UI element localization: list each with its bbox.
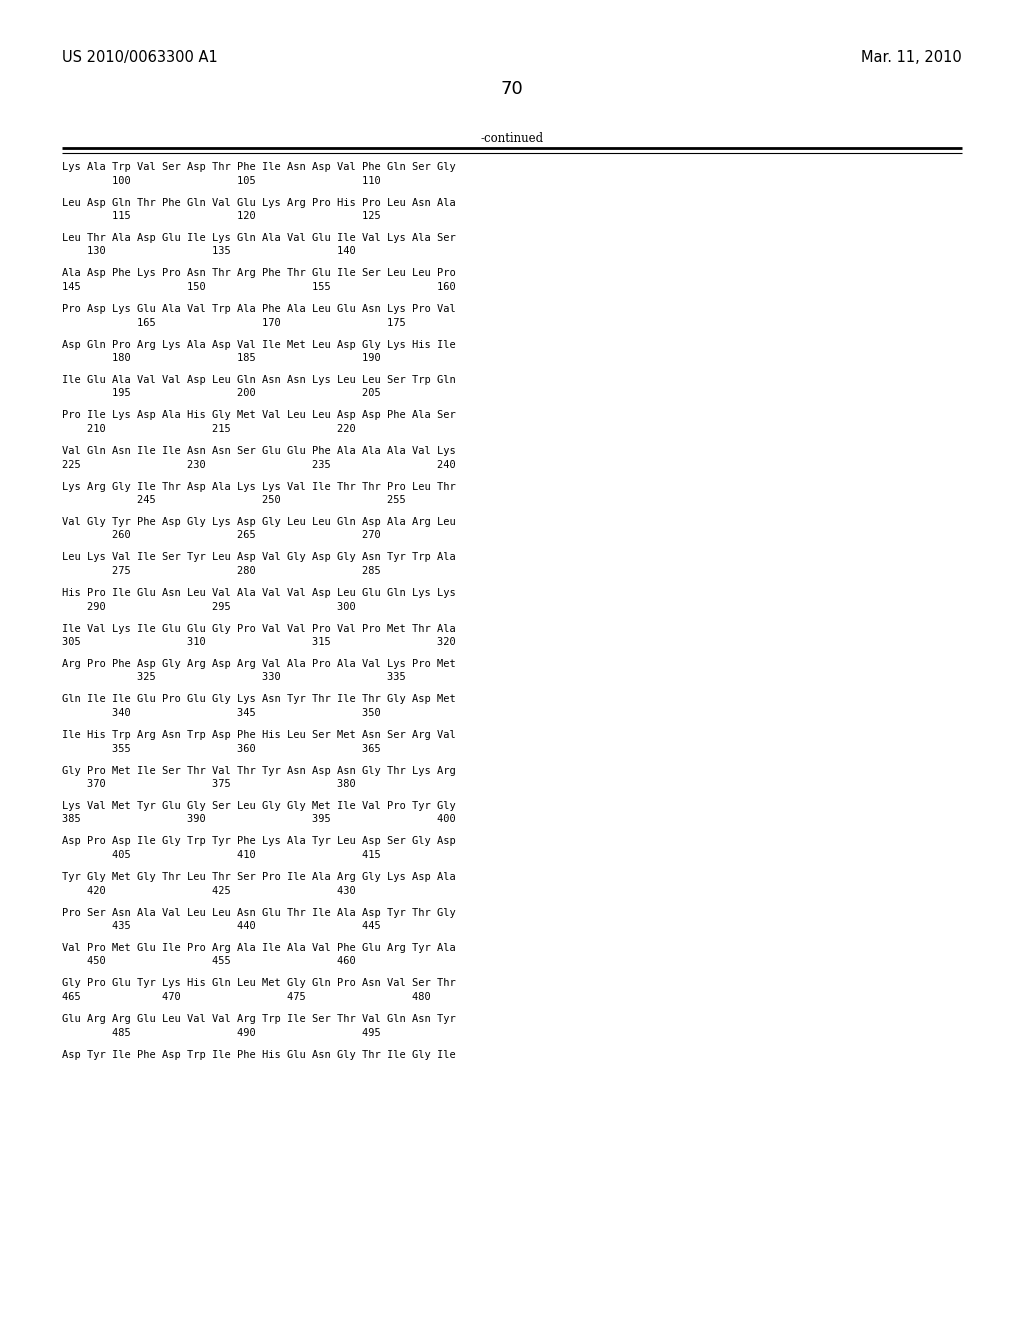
Text: 325                 330                 335: 325 330 335 <box>62 672 406 682</box>
Text: Lys Val Met Tyr Glu Gly Ser Leu Gly Gly Met Ile Val Pro Tyr Gly: Lys Val Met Tyr Glu Gly Ser Leu Gly Gly … <box>62 801 456 810</box>
Text: Leu Lys Val Ile Ser Tyr Leu Asp Val Gly Asp Gly Asn Tyr Trp Ala: Leu Lys Val Ile Ser Tyr Leu Asp Val Gly … <box>62 553 456 562</box>
Text: 290                 295                 300: 290 295 300 <box>62 602 355 611</box>
Text: 450                 455                 460: 450 455 460 <box>62 957 355 966</box>
Text: 420                 425                 430: 420 425 430 <box>62 886 355 895</box>
Text: 485                 490                 495: 485 490 495 <box>62 1027 381 1038</box>
Text: Ile His Trp Arg Asn Trp Asp Phe His Leu Ser Met Asn Ser Arg Val: Ile His Trp Arg Asn Trp Asp Phe His Leu … <box>62 730 456 741</box>
Text: Gln Ile Ile Glu Pro Glu Gly Lys Asn Tyr Thr Ile Thr Gly Asp Met: Gln Ile Ile Glu Pro Glu Gly Lys Asn Tyr … <box>62 694 456 705</box>
Text: 165                 170                 175: 165 170 175 <box>62 318 406 327</box>
Text: -continued: -continued <box>480 132 544 145</box>
Text: 225                 230                 235                 240: 225 230 235 240 <box>62 459 456 470</box>
Text: Asp Pro Asp Ile Gly Trp Tyr Phe Lys Ala Tyr Leu Asp Ser Gly Asp: Asp Pro Asp Ile Gly Trp Tyr Phe Lys Ala … <box>62 837 456 846</box>
Text: Mar. 11, 2010: Mar. 11, 2010 <box>861 50 962 65</box>
Text: 385                 390                 395                 400: 385 390 395 400 <box>62 814 456 825</box>
Text: 210                 215                 220: 210 215 220 <box>62 424 355 434</box>
Text: Leu Thr Ala Asp Glu Ile Lys Gln Ala Val Glu Ile Val Lys Ala Ser: Leu Thr Ala Asp Glu Ile Lys Gln Ala Val … <box>62 234 456 243</box>
Text: 130                 135                 140: 130 135 140 <box>62 247 355 256</box>
Text: US 2010/0063300 A1: US 2010/0063300 A1 <box>62 50 218 65</box>
Text: 115                 120                 125: 115 120 125 <box>62 211 381 220</box>
Text: Ile Glu Ala Val Val Asp Leu Gln Asn Asn Lys Leu Leu Ser Trp Gln: Ile Glu Ala Val Val Asp Leu Gln Asn Asn … <box>62 375 456 385</box>
Text: Lys Arg Gly Ile Thr Asp Ala Lys Lys Val Ile Thr Thr Pro Leu Thr: Lys Arg Gly Ile Thr Asp Ala Lys Lys Val … <box>62 482 456 491</box>
Text: His Pro Ile Glu Asn Leu Val Ala Val Val Asp Leu Glu Gln Lys Lys: His Pro Ile Glu Asn Leu Val Ala Val Val … <box>62 587 456 598</box>
Text: Val Pro Met Glu Ile Pro Arg Ala Ile Ala Val Phe Glu Arg Tyr Ala: Val Pro Met Glu Ile Pro Arg Ala Ile Ala … <box>62 942 456 953</box>
Text: Ala Asp Phe Lys Pro Asn Thr Arg Phe Thr Glu Ile Ser Leu Leu Pro: Ala Asp Phe Lys Pro Asn Thr Arg Phe Thr … <box>62 268 456 279</box>
Text: 435                 440                 445: 435 440 445 <box>62 921 381 931</box>
Text: Pro Asp Lys Glu Ala Val Trp Ala Phe Ala Leu Glu Asn Lys Pro Val: Pro Asp Lys Glu Ala Val Trp Ala Phe Ala … <box>62 304 456 314</box>
Text: 100                 105                 110: 100 105 110 <box>62 176 381 186</box>
Text: Gly Pro Glu Tyr Lys His Gln Leu Met Gly Gln Pro Asn Val Ser Thr: Gly Pro Glu Tyr Lys His Gln Leu Met Gly … <box>62 978 456 989</box>
Text: 355                 360                 365: 355 360 365 <box>62 743 381 754</box>
Text: Pro Ser Asn Ala Val Leu Leu Asn Glu Thr Ile Ala Asp Tyr Thr Gly: Pro Ser Asn Ala Val Leu Leu Asn Glu Thr … <box>62 908 456 917</box>
Text: 180                 185                 190: 180 185 190 <box>62 352 381 363</box>
Text: Arg Pro Phe Asp Gly Arg Asp Arg Val Ala Pro Ala Val Lys Pro Met: Arg Pro Phe Asp Gly Arg Asp Arg Val Ala … <box>62 659 456 669</box>
Text: 260                 265                 270: 260 265 270 <box>62 531 381 540</box>
Text: Asp Gln Pro Arg Lys Ala Asp Val Ile Met Leu Asp Gly Lys His Ile: Asp Gln Pro Arg Lys Ala Asp Val Ile Met … <box>62 339 456 350</box>
Text: Lys Ala Trp Val Ser Asp Thr Phe Ile Asn Asp Val Phe Gln Ser Gly: Lys Ala Trp Val Ser Asp Thr Phe Ile Asn … <box>62 162 456 172</box>
Text: Val Gly Tyr Phe Asp Gly Lys Asp Gly Leu Leu Gln Asp Ala Arg Leu: Val Gly Tyr Phe Asp Gly Lys Asp Gly Leu … <box>62 517 456 527</box>
Text: 370                 375                 380: 370 375 380 <box>62 779 355 789</box>
Text: Gly Pro Met Ile Ser Thr Val Thr Tyr Asn Asp Asn Gly Thr Lys Arg: Gly Pro Met Ile Ser Thr Val Thr Tyr Asn … <box>62 766 456 776</box>
Text: 305                 310                 315                 320: 305 310 315 320 <box>62 638 456 647</box>
Text: Leu Asp Gln Thr Phe Gln Val Glu Lys Arg Pro His Pro Leu Asn Ala: Leu Asp Gln Thr Phe Gln Val Glu Lys Arg … <box>62 198 456 207</box>
Text: Glu Arg Arg Glu Leu Val Val Arg Trp Ile Ser Thr Val Gln Asn Tyr: Glu Arg Arg Glu Leu Val Val Arg Trp Ile … <box>62 1014 456 1024</box>
Text: Asp Tyr Ile Phe Asp Trp Ile Phe His Glu Asn Gly Thr Ile Gly Ile: Asp Tyr Ile Phe Asp Trp Ile Phe His Glu … <box>62 1049 456 1060</box>
Text: 275                 280                 285: 275 280 285 <box>62 566 381 576</box>
Text: Tyr Gly Met Gly Thr Leu Thr Ser Pro Ile Ala Arg Gly Lys Asp Ala: Tyr Gly Met Gly Thr Leu Thr Ser Pro Ile … <box>62 873 456 882</box>
Text: 245                 250                 255: 245 250 255 <box>62 495 406 506</box>
Text: 405                 410                 415: 405 410 415 <box>62 850 381 861</box>
Text: Ile Val Lys Ile Glu Glu Gly Pro Val Val Pro Val Pro Met Thr Ala: Ile Val Lys Ile Glu Glu Gly Pro Val Val … <box>62 623 456 634</box>
Text: 340                 345                 350: 340 345 350 <box>62 708 381 718</box>
Text: 145                 150                 155                 160: 145 150 155 160 <box>62 282 456 292</box>
Text: 195                 200                 205: 195 200 205 <box>62 388 381 399</box>
Text: Val Gln Asn Ile Ile Asn Asn Ser Glu Glu Phe Ala Ala Ala Val Lys: Val Gln Asn Ile Ile Asn Asn Ser Glu Glu … <box>62 446 456 455</box>
Text: 70: 70 <box>501 81 523 98</box>
Text: 465             470                 475                 480: 465 470 475 480 <box>62 993 431 1002</box>
Text: Pro Ile Lys Asp Ala His Gly Met Val Leu Leu Asp Asp Phe Ala Ser: Pro Ile Lys Asp Ala His Gly Met Val Leu … <box>62 411 456 421</box>
